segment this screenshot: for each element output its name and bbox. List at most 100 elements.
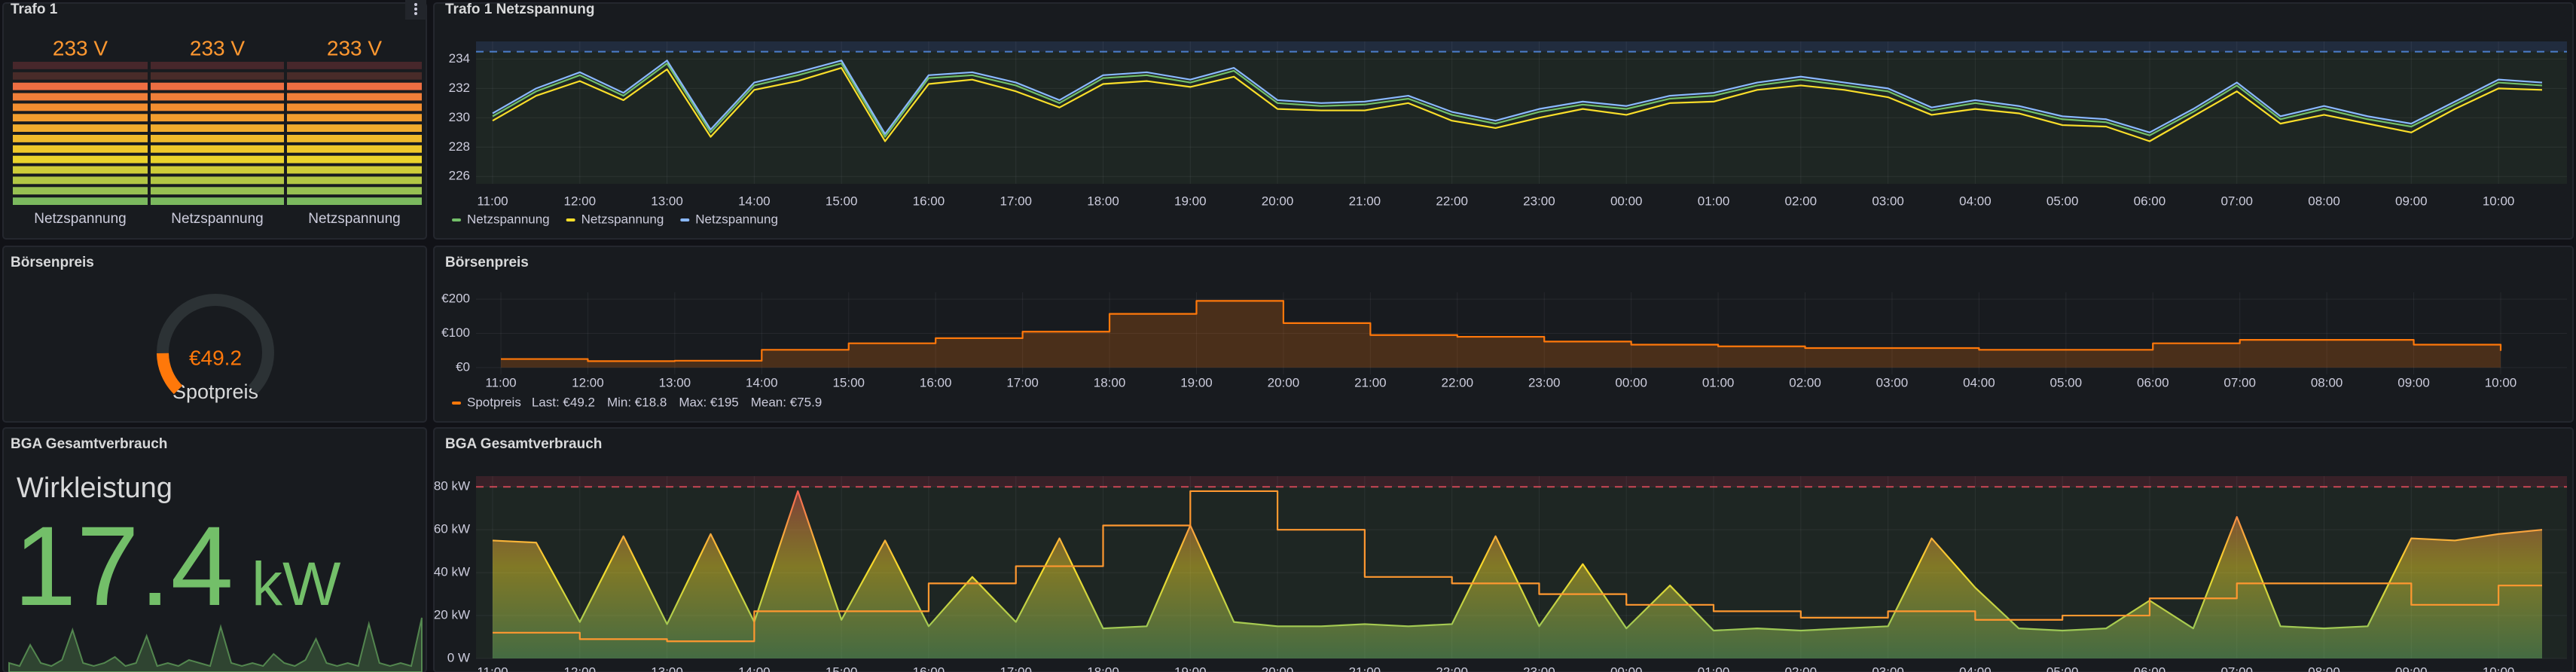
x-tick-label: 14:00 — [738, 194, 771, 208]
gauge-cell — [287, 155, 422, 163]
gauge-cell — [287, 62, 422, 69]
gauge-cell — [151, 155, 284, 163]
gauge-cell — [13, 197, 148, 205]
x-tick-label: 17:00 — [1006, 375, 1039, 389]
x-tick-label: 07:00 — [2220, 194, 2253, 208]
gauge-value: 233 V — [327, 36, 382, 60]
gauge-cell — [151, 62, 284, 69]
legend-label: Spotpreis — [467, 395, 521, 409]
x-tick-label: 17:00 — [1000, 194, 1032, 208]
gauge-arc — [157, 353, 183, 395]
x-tick-label: 03:00 — [1872, 664, 1904, 672]
legend-stat: Mean: €75.9 — [751, 395, 823, 409]
x-tick-label: 13:00 — [651, 664, 683, 672]
legend-stat: Last: €49.2 — [532, 395, 595, 409]
x-tick-label: 00:00 — [1610, 194, 1643, 208]
x-tick-label: 07:00 — [2223, 375, 2256, 389]
x-tick-label: 02:00 — [1785, 664, 1818, 672]
gauge-cell — [287, 72, 422, 80]
legend-label: Netzspannung — [581, 212, 664, 226]
gauge-value: 233 V — [190, 36, 245, 60]
x-tick-label: 20:00 — [1262, 664, 1294, 672]
gauge-cell — [13, 93, 148, 101]
y-tick-label: 60 kW — [434, 522, 470, 536]
x-tick-label: 07:00 — [2220, 664, 2253, 672]
x-tick-label: 06:00 — [2134, 194, 2166, 208]
x-tick-label: 04:00 — [1963, 375, 1995, 389]
x-tick-label: 22:00 — [1436, 664, 1468, 672]
x-tick-label: 18:00 — [1094, 375, 1126, 389]
series-area — [501, 301, 2501, 368]
y-tick-label: 232 — [449, 81, 470, 95]
gauge-cell — [13, 62, 148, 69]
x-tick-label: 21:00 — [1354, 375, 1387, 389]
gauge-cell — [13, 135, 148, 142]
x-tick-label: 13:00 — [651, 194, 683, 208]
gauge-cell — [151, 176, 284, 185]
gauge-cell — [13, 166, 148, 174]
x-tick-label: 23:00 — [1523, 194, 1555, 208]
y-tick-label: 228 — [449, 139, 470, 154]
series-line — [492, 60, 2543, 135]
y-tick-label: 40 kW — [434, 565, 470, 579]
gauge-cell — [13, 187, 148, 195]
gauge-cell — [151, 93, 284, 101]
x-tick-label: 15:00 — [826, 194, 858, 208]
menu-dot — [414, 3, 417, 6]
y-tick-label: 230 — [449, 110, 470, 124]
x-tick-label: 19:00 — [1180, 375, 1213, 389]
gauge-cell — [13, 124, 148, 132]
x-tick-label: 16:00 — [920, 375, 952, 389]
x-tick-label: 04:00 — [1959, 194, 1992, 208]
gauge-cell — [151, 187, 284, 195]
x-tick-label: 10:00 — [2483, 664, 2515, 672]
gauge-cell — [13, 82, 148, 90]
panel — [2, 246, 427, 423]
gauge-cell — [151, 135, 284, 142]
x-tick-label: 03:00 — [1872, 194, 1904, 208]
gauge-cell — [151, 72, 284, 80]
stat-label: Wirkleistung — [17, 472, 172, 504]
stat-unit: kW — [252, 550, 341, 619]
gauge-value: 233 V — [53, 36, 108, 60]
gauge-cell — [287, 93, 422, 101]
x-tick-label: 16:00 — [913, 194, 945, 208]
stat-value: 17.4 kW — [14, 502, 341, 629]
x-tick-label: 08:00 — [2311, 375, 2343, 389]
gauge-cell — [13, 155, 148, 163]
series-line — [501, 300, 2502, 362]
y-tick-label: €0 — [456, 359, 470, 374]
x-tick-label: 05:00 — [2046, 664, 2079, 672]
panel-title: BGA Gesamtverbrauch — [11, 436, 167, 452]
panel-title: Trafo 1 Netzspannung — [445, 2, 594, 17]
gauge-label: Netzspannung — [34, 211, 127, 227]
x-tick-label: 11:00 — [477, 194, 508, 208]
panel — [433, 246, 2574, 423]
panel-menu[interactable] — [405, 0, 426, 20]
y-tick-label: €200 — [441, 292, 470, 306]
x-tick-label: 01:00 — [1702, 375, 1735, 389]
legend-swatch — [566, 218, 575, 221]
x-tick-label: 04:00 — [1959, 664, 1992, 672]
x-tick-label: 15:00 — [832, 375, 865, 389]
gauge-cell — [287, 166, 422, 174]
x-tick-label: 23:00 — [1528, 375, 1561, 389]
menu-dot — [414, 12, 417, 15]
x-tick-label: 16:00 — [913, 664, 945, 672]
x-tick-label: 11:00 — [485, 375, 516, 389]
legend-label: Netzspannung — [695, 212, 778, 226]
series-line — [492, 63, 2543, 138]
legend-label: Netzspannung — [467, 212, 550, 226]
x-tick-label: 18:00 — [1087, 194, 1119, 208]
gauge-cell — [151, 124, 284, 132]
gauge-label: Netzspannung — [308, 211, 401, 227]
x-tick-label: 13:00 — [659, 375, 691, 389]
gauge-cell — [13, 176, 148, 185]
threshold-zone — [476, 476, 2567, 487]
x-tick-label: 21:00 — [1349, 664, 1381, 672]
x-tick-label: 08:00 — [2308, 194, 2340, 208]
gauge-cell — [151, 82, 284, 90]
y-tick-label: 20 kW — [434, 608, 470, 622]
y-tick-label: 0 W — [447, 650, 470, 664]
